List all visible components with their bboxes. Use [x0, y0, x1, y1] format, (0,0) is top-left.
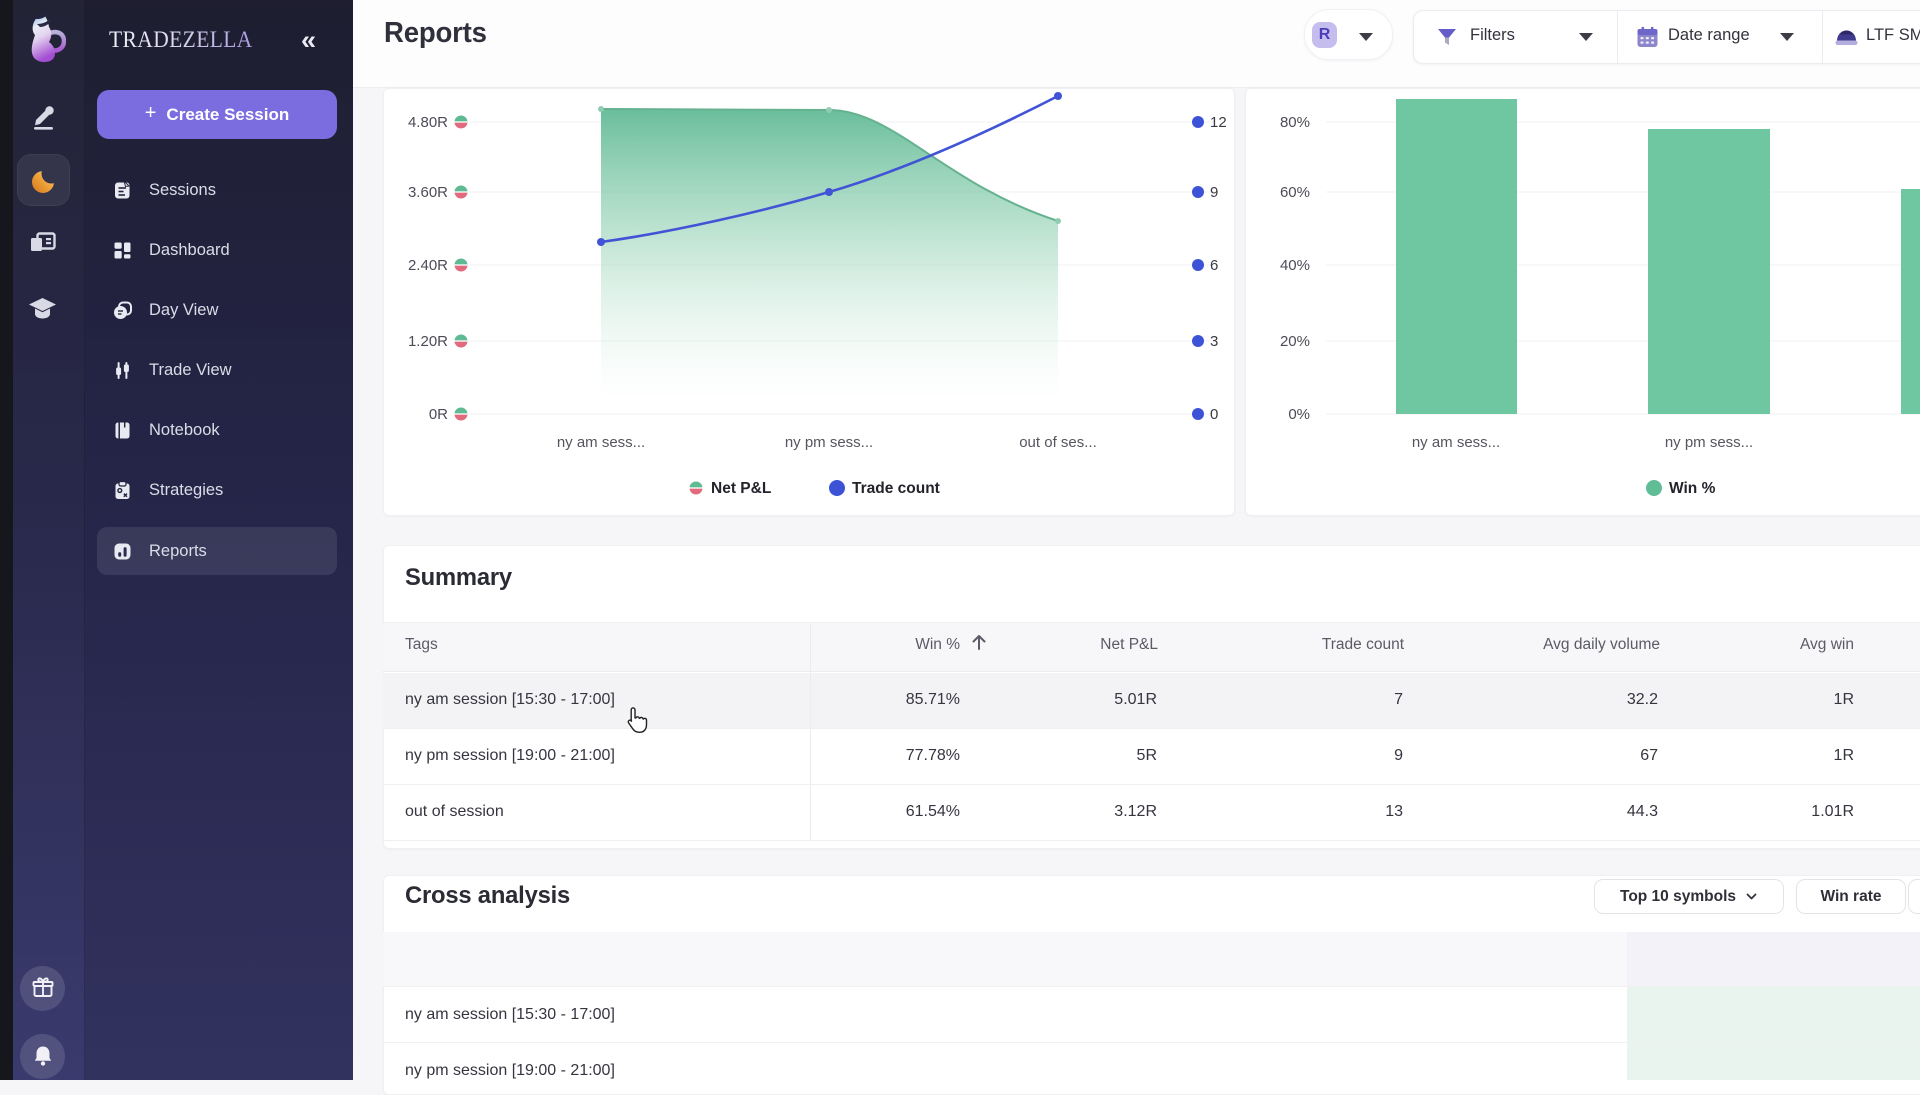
svg-text:ny pm sess...: ny pm sess... [785, 434, 873, 451]
svg-text:ny am sess...: ny am sess... [1412, 434, 1500, 451]
svg-text:3.60R: 3.60R [408, 184, 448, 201]
svg-text:4.80R: 4.80R [408, 114, 448, 131]
svg-text:2.40R: 2.40R [408, 257, 448, 274]
svg-text:60%: 60% [1280, 184, 1310, 201]
svg-text:ny pm sess...: ny pm sess... [1665, 434, 1753, 451]
svg-text:0%: 0% [1288, 406, 1310, 423]
svg-text:Win %: Win % [1669, 480, 1716, 497]
svg-text:20%: 20% [1280, 333, 1310, 350]
svg-text:Trade count: Trade count [852, 480, 940, 497]
svg-text:9: 9 [1210, 184, 1218, 201]
svg-text:12: 12 [1210, 114, 1227, 131]
svg-text:ny am sess...: ny am sess... [557, 434, 645, 451]
svg-text:Net P&L: Net P&L [711, 480, 771, 497]
svg-text:0R: 0R [429, 406, 448, 423]
svg-text:3: 3 [1210, 333, 1218, 350]
svg-text:40%: 40% [1280, 257, 1310, 274]
svg-text:out of ses...: out of ses... [1019, 434, 1097, 451]
svg-text:80%: 80% [1280, 114, 1310, 131]
svg-text:1.20R: 1.20R [408, 333, 448, 350]
svg-text:6: 6 [1210, 257, 1218, 274]
svg-text:0: 0 [1210, 406, 1218, 423]
